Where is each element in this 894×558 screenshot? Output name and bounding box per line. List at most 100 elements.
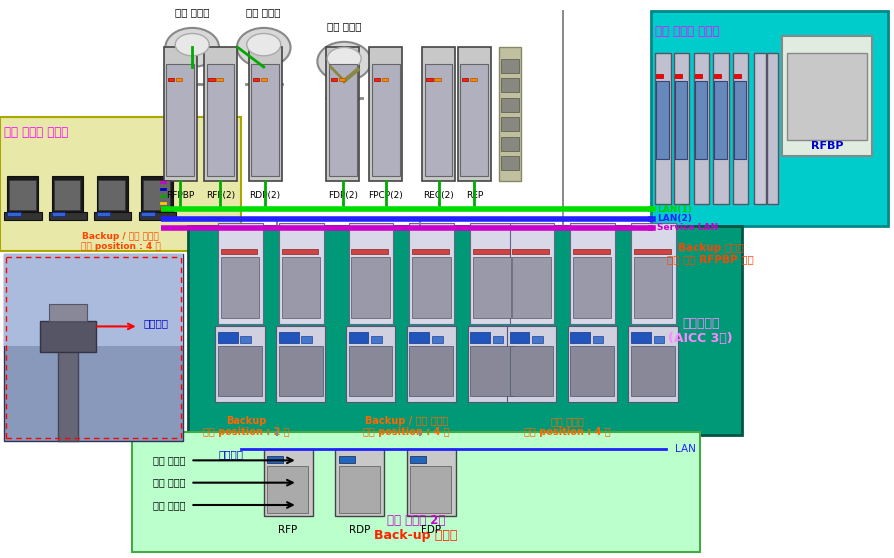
Bar	[326, 47, 359, 181]
Bar	[570, 332, 590, 343]
Bar	[501, 98, 519, 112]
Bar	[221, 249, 257, 254]
Bar	[412, 257, 451, 318]
Bar	[4, 254, 183, 346]
Ellipse shape	[317, 42, 371, 81]
Bar	[54, 180, 80, 210]
Bar	[374, 78, 380, 81]
Text: 왕산 레이더: 왕산 레이더	[154, 455, 186, 465]
Ellipse shape	[165, 28, 219, 67]
Bar	[473, 249, 510, 254]
Bar	[351, 257, 390, 318]
Bar	[634, 249, 670, 254]
Text: Back-up 시스템: Back-up 시스템	[375, 530, 458, 542]
Bar	[512, 249, 549, 254]
Ellipse shape	[327, 47, 361, 70]
Bar	[4, 212, 42, 220]
Bar	[335, 449, 384, 516]
Bar	[253, 78, 259, 81]
Bar	[470, 78, 477, 81]
Bar	[675, 81, 687, 159]
Bar	[733, 53, 748, 204]
Bar	[714, 81, 727, 159]
Bar	[141, 176, 173, 212]
Bar	[339, 78, 345, 81]
Bar	[568, 326, 617, 402]
Bar	[734, 81, 746, 159]
Bar	[432, 336, 443, 343]
Bar	[470, 223, 515, 324]
Bar	[470, 346, 514, 396]
Bar	[512, 257, 551, 318]
Text: LAN(2): LAN(2)	[657, 214, 692, 223]
Bar	[787, 53, 867, 140]
Bar	[52, 212, 65, 216]
Bar	[426, 78, 433, 81]
Bar	[501, 117, 519, 131]
Bar	[501, 156, 519, 170]
Bar	[473, 257, 511, 318]
Bar	[628, 326, 678, 402]
Bar	[462, 78, 468, 81]
Text: 무선모듈: 무선모듈	[143, 319, 168, 329]
Bar	[94, 212, 131, 220]
Bar	[631, 223, 676, 324]
Text: RFPBP: RFPBP	[166, 191, 194, 200]
Bar	[208, 78, 215, 81]
Bar	[631, 332, 651, 343]
Bar	[164, 47, 197, 181]
Bar	[249, 47, 282, 181]
Text: 김포 관제탑 관제실: 김포 관제탑 관제실	[655, 25, 720, 38]
Bar	[279, 346, 323, 396]
Bar	[215, 326, 265, 402]
Bar	[282, 257, 320, 318]
Bar	[409, 332, 429, 343]
Bar	[49, 212, 87, 220]
Text: 왕산 레이더: 왕산 레이더	[175, 7, 209, 17]
Bar	[267, 466, 308, 513]
Bar	[412, 249, 449, 254]
Bar	[694, 53, 709, 204]
Bar	[168, 78, 174, 81]
Bar	[675, 74, 682, 78]
Bar	[166, 64, 194, 176]
Bar	[656, 74, 663, 78]
Bar	[654, 336, 664, 343]
Bar	[279, 332, 299, 343]
Bar	[510, 346, 553, 396]
Text: Backup / 기존 시스템
전환 position : 4 석: Backup / 기존 시스템 전환 position : 4 석	[364, 416, 450, 437]
Bar	[695, 74, 702, 78]
Text: FDP: FDP	[421, 525, 441, 535]
Bar	[573, 257, 611, 318]
Ellipse shape	[237, 28, 291, 67]
Bar	[651, 11, 888, 226]
Bar	[218, 346, 262, 396]
Bar	[371, 336, 382, 343]
Bar	[4, 254, 183, 441]
Bar	[570, 223, 615, 324]
Bar	[631, 346, 675, 396]
Bar	[339, 466, 380, 513]
Bar	[501, 137, 519, 151]
Text: 김포 레이더: 김포 레이더	[154, 500, 186, 510]
Bar	[656, 81, 669, 159]
Bar	[382, 78, 388, 81]
Bar	[188, 226, 742, 435]
Bar	[7, 212, 21, 216]
Bar	[507, 326, 556, 402]
Bar	[573, 249, 610, 254]
Text: 인천 관제탑 관제실: 인천 관제탑 관제실	[4, 126, 69, 138]
Bar	[97, 176, 128, 212]
Bar	[493, 336, 503, 343]
Bar	[329, 64, 357, 176]
Bar	[346, 326, 395, 402]
Bar	[218, 223, 263, 324]
Bar	[251, 64, 279, 176]
Bar	[204, 47, 237, 181]
Bar	[216, 78, 223, 81]
Bar	[460, 64, 488, 176]
Bar	[695, 81, 707, 159]
Bar	[261, 78, 267, 81]
Bar	[674, 53, 689, 204]
Bar	[349, 223, 393, 324]
